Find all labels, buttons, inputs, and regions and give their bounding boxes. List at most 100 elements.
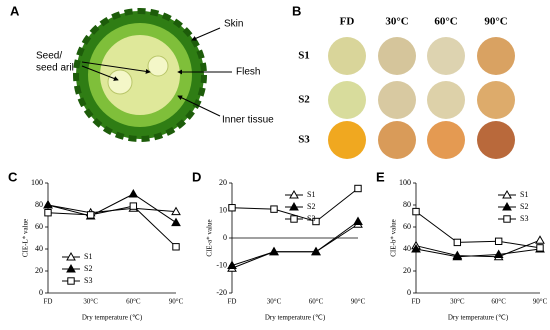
y-tick-label: 100 [31,178,43,187]
row-header: S1 [298,50,310,62]
panel-letter: A [10,3,20,18]
swatch [477,121,515,159]
arrow [177,95,221,117]
y-tick-label: 10 [219,205,227,214]
x-tick-label: 60°C [491,298,506,306]
legend-label: S1 [520,190,528,199]
marker [44,209,52,217]
legend-label: S3 [84,276,92,285]
legend-marker [502,201,512,211]
x-tick-label: 60°C [309,298,324,306]
x-tick-label: 90°C [533,298,548,306]
x-tick-label: 30°C [450,298,465,306]
y-axis-title: CIE-b* value [390,219,398,257]
x-tick-label: 30°C [83,298,98,306]
swatch [477,81,515,119]
marker [354,184,362,193]
marker [535,235,545,244]
y-tick-label: 80 [403,200,411,209]
swatch [328,37,366,75]
x-axis-title: Dry temperature (℃) [265,314,326,322]
legend-marker [290,215,298,223]
annotation: Inner tissue [222,115,274,126]
swatch [427,121,465,159]
marker [453,238,462,247]
y-axis-title: CIE-a* value [206,219,214,256]
melon-inner [100,35,180,115]
marker [353,216,363,225]
marker [43,199,53,209]
arrow [81,61,151,74]
x-tick-label: 90°C [351,298,366,306]
legend-label: S3 [520,214,528,223]
annotation: Seed/ [36,51,62,62]
y-tick-label: 100 [399,178,411,187]
swatch [378,81,416,119]
annotation: Flesh [236,67,260,78]
column-header: 30°C [385,16,408,28]
marker [312,217,320,226]
x-axis-title: Dry temperature (℃) [82,314,143,322]
y-tick-label: 0 [39,288,43,297]
sample-swatches [328,37,515,159]
y-tick-label: 60 [35,222,43,231]
swatch [477,37,515,75]
marker [536,244,544,252]
seed [107,69,133,95]
legend-label: S1 [84,252,92,261]
y-tick-label: 0 [223,233,227,242]
y-tick-label: 40 [35,244,43,253]
legend-marker [289,189,299,199]
y-tick-label: 20 [35,266,43,275]
marker [493,249,504,258]
legend-label: S3 [307,214,315,223]
panel-letter: C [8,169,18,184]
legend-marker [67,277,75,285]
legend-label: S2 [520,202,528,211]
swatch [427,81,465,119]
x-tick-label: FD [44,298,53,306]
x-tick-label: FD [412,298,421,306]
swatch [378,121,416,159]
x-tick-label: FD [228,298,237,306]
legend-label: S1 [307,190,315,199]
series-line [415,239,541,258]
panel-letter: B [292,3,301,18]
marker [172,243,180,251]
row-header: S2 [298,94,310,106]
column-header: FD [340,16,355,28]
seed [147,55,169,77]
annotation: seed aril [36,63,74,74]
legend-marker [503,215,511,223]
series-line [47,193,177,224]
marker [269,246,279,256]
series-line [415,248,541,258]
column-header: 90°C [484,16,507,28]
y-tick-label: 20 [403,266,411,275]
legend-marker [66,251,76,261]
panel-a: A Skin Flesh Seed/ seed aril Inner tissu… [10,3,274,142]
series-line [231,221,359,266]
y-tick-label: -10 [216,260,227,269]
panel-letter: E [376,169,385,184]
panel-b: B FD 30°C 60°C 90°C S1 S2 S3 [292,3,515,159]
swatch [328,81,366,119]
marker [129,202,138,210]
annotation: Skin [224,19,243,30]
marker [171,217,181,227]
legend-label: S2 [84,264,92,273]
y-axis-title: CIE-L* value [22,219,30,257]
swatch [427,37,465,75]
marker [270,205,278,213]
y-tick-label: 60 [403,222,411,231]
arrow [191,27,221,41]
marker [128,188,139,198]
panel-letter: D [192,169,201,184]
series-line [415,211,541,249]
marker [411,243,421,253]
row-header: S3 [298,134,310,146]
arrow [81,65,119,81]
y-tick-label: 80 [35,200,43,209]
